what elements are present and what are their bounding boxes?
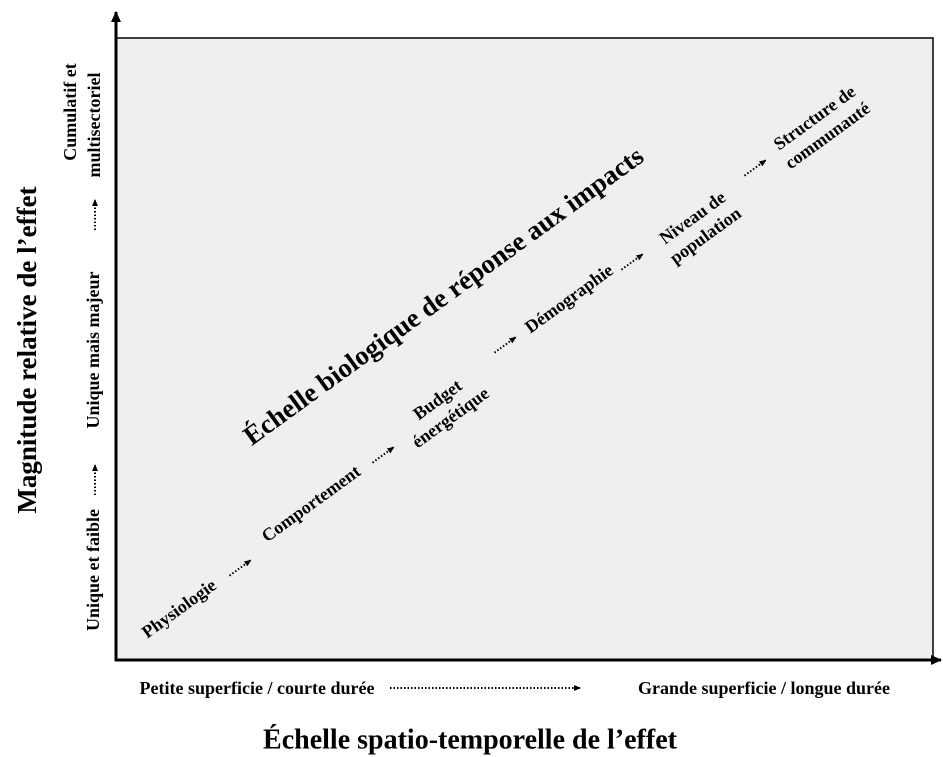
y-level: Cumulatif et	[60, 63, 80, 161]
arrow-line	[371, 446, 395, 464]
arrow	[743, 159, 767, 177]
x-axis-title: Échelle spatio-temporelle de l’effet	[263, 724, 678, 755]
arrow-line	[620, 253, 644, 271]
y-level: Unique mais majeur	[83, 271, 103, 428]
arrow-line	[743, 159, 767, 177]
arrow	[493, 336, 517, 354]
x-level: Grande superficie / longue durée	[638, 678, 890, 698]
arrow-line	[228, 559, 252, 577]
arrow	[371, 446, 395, 464]
y-axis-title: Magnitude relative de l’effet	[12, 186, 42, 513]
y-level: Unique et faible	[83, 509, 103, 631]
arrow	[228, 559, 252, 577]
plot-area	[115, 37, 934, 661]
x-level: Petite superficie / courte durée	[140, 678, 375, 698]
arrow-line	[493, 336, 517, 354]
arrow	[620, 253, 644, 271]
y-level: multisectoriel	[84, 73, 104, 178]
